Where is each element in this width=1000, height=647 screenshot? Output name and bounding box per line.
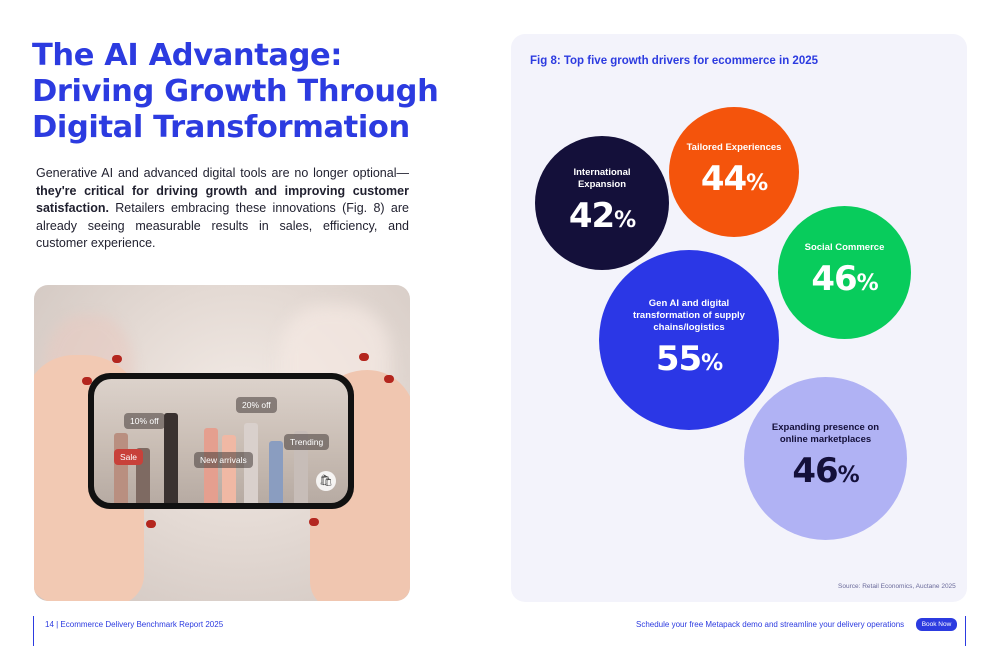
tag-new-arrivals: New arrivals (194, 452, 253, 468)
footer-page-info: 14 | Ecommerce Delivery Benchmark Report… (45, 620, 224, 629)
bubble-value: 46% (792, 451, 859, 491)
bubble-gen-ai-supply-chain: Gen AI and digital transformation of sup… (599, 250, 779, 430)
demo-link[interactable]: Schedule your free Metapack demo and str… (636, 620, 905, 629)
clothing-rack (114, 433, 128, 503)
ar-shopping-photo: 10% off 20% off Trending Sale New arriva… (34, 285, 410, 601)
clothing-rack (269, 441, 283, 503)
figure-title: Fig 8: Top five growth drivers for ecomm… (530, 55, 819, 67)
bubble-international-expansion: International Expansion 42% (535, 136, 669, 270)
bubble-value: 44% (700, 158, 768, 199)
bubble-label: Tailored Experiences (686, 141, 782, 153)
intro-text-bold: they're critical for driving growth and … (36, 183, 409, 216)
intro-paragraph: Generative AI and advanced digital tools… (36, 165, 409, 253)
nail (146, 520, 156, 528)
title-line-2: Driving Growth Through (32, 74, 439, 109)
nail (384, 375, 394, 383)
figure-source: Source: Retail Economics, Auctane 2025 (838, 583, 956, 590)
tag-trending: Trending (284, 434, 330, 450)
bubble-label: Gen AI and digital transformation of sup… (633, 297, 745, 333)
bubble-value: 42% (568, 195, 636, 236)
footer-divider (33, 616, 34, 646)
nail (112, 355, 122, 363)
bubble-label: Expanding presence on online marketplace… (771, 422, 880, 445)
clothing-rack (222, 435, 236, 503)
title-line-3: Digital Transformation (32, 110, 410, 145)
nail (82, 377, 92, 385)
bubble-value: 55% (655, 338, 723, 379)
bubble-social-commerce: Social Commerce 46% (778, 206, 911, 339)
smartphone: 10% off 20% off Trending Sale New arriva… (88, 373, 354, 509)
footer-divider (965, 616, 966, 646)
bubble-label: Social Commerce (804, 242, 885, 253)
nail (359, 353, 369, 361)
bubble-value: 46% (811, 259, 878, 299)
bubble-tailored-experiences: Tailored Experiences 44% (669, 107, 799, 237)
bubble-label: International Expansion (573, 166, 631, 190)
title-line-1: The AI Advantage: (32, 38, 343, 73)
nail (309, 518, 319, 526)
bubble-online-marketplaces: Expanding presence on online marketplace… (744, 377, 907, 540)
tag-sale: Sale (114, 449, 144, 465)
page-title: The AI Advantage: Driving Growth Through… (32, 38, 452, 146)
phone-screen: 10% off 20% off Trending Sale New arriva… (94, 379, 348, 503)
book-now-button[interactable]: Book Now (916, 618, 957, 631)
shopping-bag-icon: 🛍 (316, 471, 336, 491)
clothing-rack (164, 413, 178, 503)
intro-text-2: Retailers embracing these innovations (F… (36, 201, 409, 250)
intro-text-1: Generative AI and advanced digital tools… (36, 166, 409, 180)
tag-twenty-off: 20% off (236, 397, 277, 413)
tag-ten-off: 10% off (124, 413, 165, 429)
